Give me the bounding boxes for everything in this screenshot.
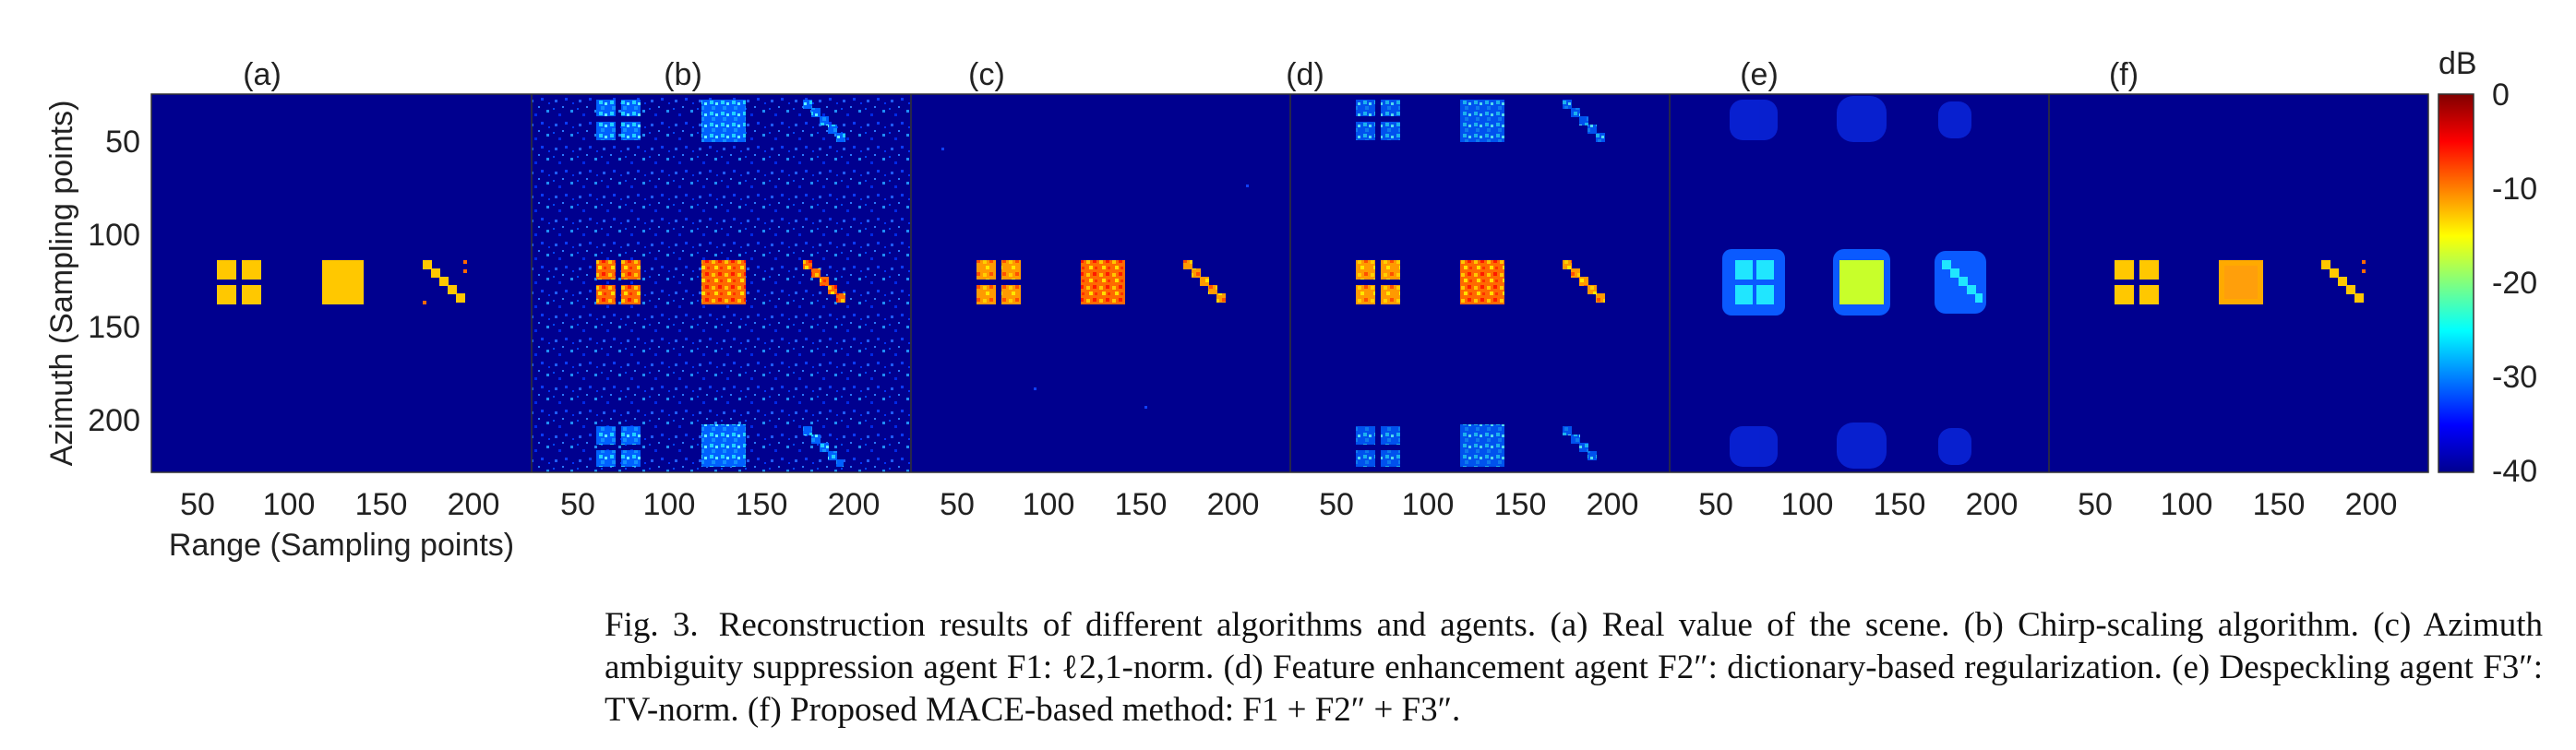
x-tick-100-panel-3: 100 (1402, 487, 1455, 522)
colorbar: dB 0 -10 -20 -30 -40 (2438, 46, 2537, 489)
x-tick-150-panel-0: 150 (355, 487, 408, 522)
x-axis-ticks: 50 100 150 200 50 100 150 200 50 100 150 200 50 100 15… (180, 487, 2397, 522)
x-tick-150-panel-5: 150 (2253, 487, 2306, 522)
colorbar-unit: dB (2438, 46, 2477, 81)
x-tick-50-panel-3: 50 (1319, 487, 1354, 522)
y-tick-150: 150 (88, 310, 140, 345)
panel-label-d: (d) (1286, 57, 1324, 92)
x-tick-100-panel-4: 100 (1781, 487, 1834, 522)
x-tick-100-panel-5: 100 (2161, 487, 2213, 522)
targets-a (217, 260, 467, 304)
panel-f (2049, 94, 2428, 472)
x-tick-200-panel-1: 200 (828, 487, 881, 522)
caption-label: Fig. 3. (605, 606, 699, 644)
panels-group (150, 93, 2429, 473)
panel-b (532, 94, 911, 472)
x-tick-100-panel-1: 100 (643, 487, 696, 522)
caption-text: Reconstruction results of different algo… (605, 606, 2544, 729)
x-tick-50-panel-2: 50 (940, 487, 975, 522)
y-tick-50: 50 (105, 125, 140, 160)
panel-c (911, 94, 1290, 472)
x-tick-50-panel-1: 50 (560, 487, 595, 522)
panel-a (151, 94, 532, 472)
panel-label-a: (a) (243, 57, 282, 92)
panel-label-f: (f) (2109, 57, 2139, 92)
x-tick-150-panel-1: 150 (736, 487, 788, 522)
y-tick-200: 200 (88, 403, 140, 438)
x-tick-200-panel-2: 200 (1207, 487, 1260, 522)
x-tick-150-panel-2: 150 (1115, 487, 1168, 522)
figure-caption: Fig. 3. Reconstruction results of differe… (605, 604, 2543, 732)
y-axis: 50 100 150 200 (88, 125, 140, 438)
colorbar-tick-40: -40 (2492, 454, 2537, 489)
panel-label-b: (b) (664, 57, 702, 92)
x-tick-100-panel-0: 100 (263, 487, 316, 522)
colorbar-tick-20: -20 (2492, 266, 2537, 301)
x-tick-200-panel-3: 200 (1587, 487, 1639, 522)
targets-b (596, 100, 845, 467)
x-axis-label: Range (Sampling points) (169, 528, 514, 563)
x-tick-50-panel-4: 50 (1698, 487, 1733, 522)
panel-d (1290, 94, 1670, 472)
x-tick-200-panel-0: 200 (448, 487, 500, 522)
x-tick-100-panel-2: 100 (1023, 487, 1075, 522)
y-axis-label: Azimuth (Sampling points) (44, 101, 79, 467)
x-tick-50-panel-0: 50 (180, 487, 215, 522)
panel-label-c: (c) (968, 57, 1005, 92)
x-tick-200-panel-5: 200 (2345, 487, 2398, 522)
colorbar-tick-10: -10 (2492, 172, 2537, 207)
x-tick-150-panel-3: 150 (1494, 487, 1547, 522)
x-tick-200-panel-4: 200 (1966, 487, 2019, 522)
x-tick-50-panel-5: 50 (2078, 487, 2113, 522)
panel-label-e: (e) (1740, 57, 1779, 92)
panel-e (1670, 94, 2049, 472)
colorbar-tick-0: 0 (2492, 77, 2510, 113)
panel-labels: (a) (b) (c) (d) (e) (f) (243, 57, 2139, 92)
y-tick-100: 100 (88, 218, 140, 253)
colorbar-tick-30: -30 (2492, 360, 2537, 395)
x-tick-150-panel-4: 150 (1874, 487, 1926, 522)
figure-panels: (a) (b) (c) (d) (e) (f) 50 100 150 200 A… (44, 46, 2537, 563)
